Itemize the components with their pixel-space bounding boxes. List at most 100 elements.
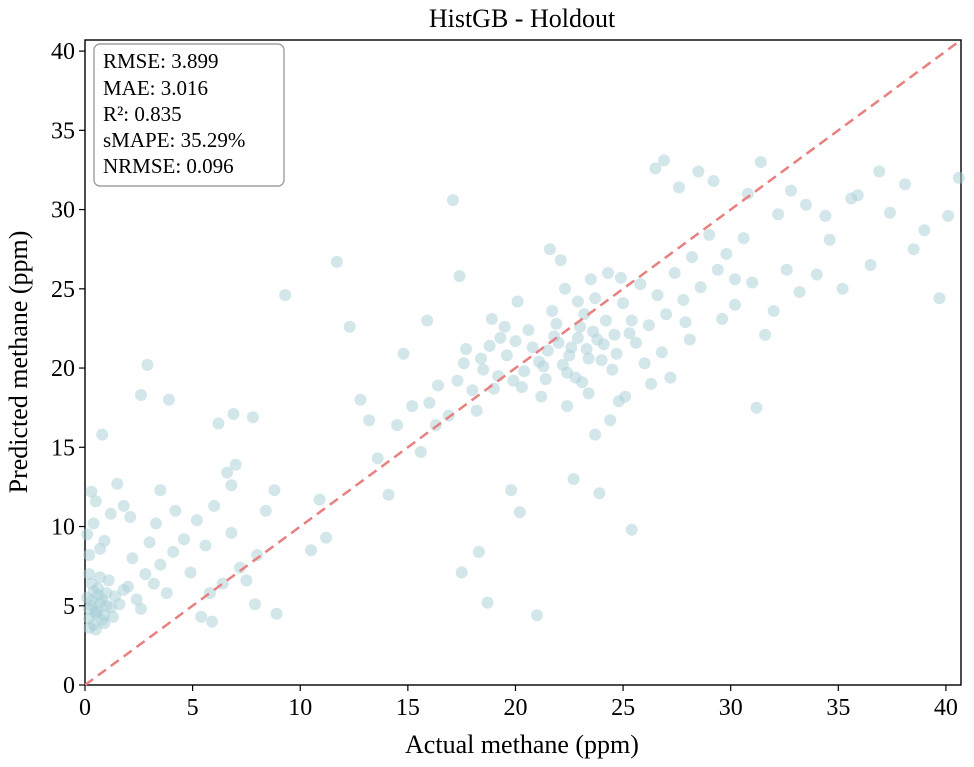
reference-line-layer xyxy=(84,38,962,687)
data-point xyxy=(772,208,785,221)
data-point xyxy=(414,446,427,458)
data-point xyxy=(104,507,117,520)
data-point xyxy=(569,371,582,384)
data-point xyxy=(487,382,500,395)
data-point xyxy=(952,171,965,184)
data-point xyxy=(229,458,242,471)
data-point xyxy=(563,349,576,362)
data-point xyxy=(617,297,630,310)
data-point xyxy=(169,504,182,517)
data-point xyxy=(630,336,642,349)
data-point xyxy=(178,533,190,546)
x-tick-label: 25 xyxy=(611,695,635,721)
data-point xyxy=(703,228,716,241)
data-point xyxy=(537,360,550,373)
data-point xyxy=(750,401,763,414)
data-point xyxy=(561,400,574,413)
data-point xyxy=(199,539,212,552)
data-point xyxy=(550,317,563,330)
data-point xyxy=(270,607,283,620)
data-point xyxy=(259,504,272,517)
data-point xyxy=(406,400,419,413)
data-point xyxy=(942,209,955,222)
x-tick-label: 40 xyxy=(934,695,958,721)
data-point xyxy=(160,587,173,600)
data-point xyxy=(589,428,602,441)
data-point xyxy=(651,289,664,302)
data-point xyxy=(150,517,162,530)
data-point xyxy=(354,393,367,406)
data-point xyxy=(677,293,690,306)
data-point xyxy=(580,343,593,355)
data-point xyxy=(785,184,797,197)
data-point xyxy=(475,352,487,365)
data-point xyxy=(455,566,468,579)
data-point xyxy=(279,289,292,302)
data-point xyxy=(793,286,806,298)
data-point xyxy=(589,292,602,305)
data-point xyxy=(460,343,472,355)
data-point xyxy=(227,408,240,420)
data-point xyxy=(513,506,526,519)
data-point xyxy=(363,414,376,427)
data-point xyxy=(907,243,920,256)
data-point xyxy=(87,517,100,530)
data-point xyxy=(673,181,685,194)
data-point xyxy=(546,305,559,317)
data-point xyxy=(154,558,167,571)
y-tick-label: 35 xyxy=(51,118,75,144)
data-point xyxy=(660,308,673,321)
points-layer xyxy=(81,154,965,636)
data-point xyxy=(692,165,705,178)
data-point xyxy=(668,267,681,279)
data-point xyxy=(107,610,119,623)
data-point xyxy=(141,358,154,371)
data-point xyxy=(472,545,485,558)
data-point xyxy=(823,233,836,246)
data-point xyxy=(571,331,584,344)
data-point xyxy=(81,528,94,541)
data-point xyxy=(147,577,160,590)
data-point xyxy=(711,263,724,276)
data-point xyxy=(483,339,496,352)
data-point xyxy=(754,156,767,168)
data-point xyxy=(162,393,175,406)
data-point xyxy=(206,615,218,628)
data-point xyxy=(130,593,143,606)
data-point xyxy=(343,320,356,333)
data-point xyxy=(85,485,98,498)
data-point xyxy=(234,561,246,574)
x-axis: 0 5 10 15 20 25 30 35 40 xyxy=(79,685,958,721)
chart-title: HistGB - Holdout xyxy=(429,4,616,33)
data-point xyxy=(933,292,946,305)
data-point xyxy=(780,263,793,276)
y-tick-label: 5 xyxy=(63,594,75,620)
data-point xyxy=(330,255,343,268)
data-point xyxy=(208,499,221,512)
data-point xyxy=(212,417,225,430)
data-point xyxy=(649,162,662,175)
data-point xyxy=(582,387,595,400)
data-point xyxy=(167,545,180,558)
data-point xyxy=(539,373,552,386)
data-point xyxy=(810,268,823,281)
x-axis-label: Actual methane (ppm) xyxy=(405,730,639,759)
data-point xyxy=(240,574,253,587)
data-point xyxy=(604,414,617,427)
data-point xyxy=(531,609,543,622)
data-point xyxy=(135,602,147,615)
data-point xyxy=(225,479,238,492)
data-point xyxy=(873,165,886,178)
data-point xyxy=(767,305,780,317)
data-point xyxy=(83,568,96,581)
data-point xyxy=(845,192,858,205)
data-point xyxy=(466,384,479,397)
data-point xyxy=(453,270,466,283)
y-tick-label: 40 xyxy=(51,39,75,65)
data-point xyxy=(320,531,333,544)
data-point xyxy=(595,354,608,367)
x-tick-label: 15 xyxy=(396,695,420,721)
data-point xyxy=(746,276,759,289)
data-point xyxy=(89,495,102,508)
